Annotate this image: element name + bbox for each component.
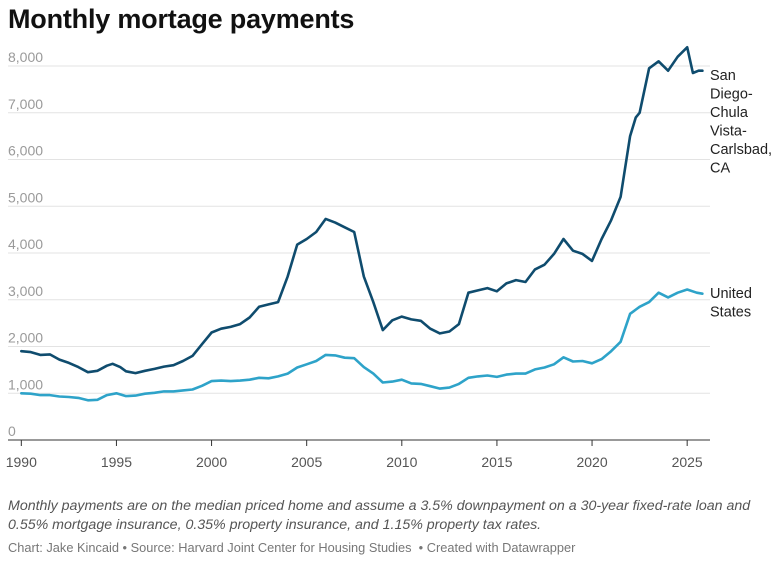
chart-footer: Chart: Jake Kincaid • Source: Harvard Jo… <box>8 540 575 555</box>
footer-separator: • <box>122 540 128 555</box>
line-chart: 0 1,000 2,000 3,000 4,000 5,000 6,000 7,000 8,00… <box>6 46 772 470</box>
series-label-line: States <box>710 305 751 321</box>
series-label-line: United <box>710 286 752 302</box>
x-tick-label: 1995 <box>101 454 132 470</box>
series-labels: San Diego- Chula Vista- Carlsbad, CA United Sta… <box>710 68 772 321</box>
y-tick-label: 5,000 <box>8 189 43 205</box>
y-tick-label: 2,000 <box>8 330 43 346</box>
y-tick-label: 1,000 <box>8 376 43 392</box>
series-label-line: CA <box>710 161 730 177</box>
y-tick-label: 3,000 <box>8 283 43 299</box>
y-tick-label: 4,000 <box>8 236 43 252</box>
x-tick-label: 2025 <box>672 454 703 470</box>
footer-separator: • <box>418 540 424 555</box>
series-line <box>20 46 704 375</box>
x-tick-label: 2000 <box>196 454 227 470</box>
y-tick-label: 0 <box>8 423 16 439</box>
datawrapper-credit: Created with Datawrapper <box>426 540 576 555</box>
gridlines <box>8 65 710 394</box>
x-tick-label: 2005 <box>291 454 322 470</box>
x-tick-label: 2010 <box>386 454 417 470</box>
x-tick-label: 2020 <box>576 454 607 470</box>
chart-credit: Chart: Jake Kincaid <box>8 540 119 555</box>
series-label-line: Diego- <box>710 87 753 103</box>
series-label-line: Carlsbad, <box>710 142 772 158</box>
series-line <box>20 288 704 402</box>
y-axis-tick-labels: 0 1,000 2,000 3,000 4,000 5,000 6,000 7,000 8,00… <box>8 49 43 439</box>
chart-note: Monthly payments are on the median price… <box>8 498 751 533</box>
series-label-line: San <box>710 68 736 84</box>
series-label: San Diego- Chula Vista- Carlsbad, CA <box>710 68 772 177</box>
x-axis: 1990 1995 2000 2005 2010 2015 2020 2025 <box>6 439 710 470</box>
series-label: United States <box>710 286 752 321</box>
series-label-line: Vista- <box>710 124 747 140</box>
x-tick-label: 1990 <box>6 454 37 470</box>
x-tick-label: 2015 <box>481 454 512 470</box>
y-tick-label: 8,000 <box>8 49 43 65</box>
series-label-line: Chula <box>710 105 749 121</box>
chart-title: Monthly mortage payments <box>8 4 355 34</box>
source-credit: Source: Harvard Joint Center for Housing… <box>130 540 412 555</box>
y-tick-label: 6,000 <box>8 143 43 159</box>
y-tick-label: 7,000 <box>8 96 43 112</box>
series-lines <box>20 46 704 402</box>
